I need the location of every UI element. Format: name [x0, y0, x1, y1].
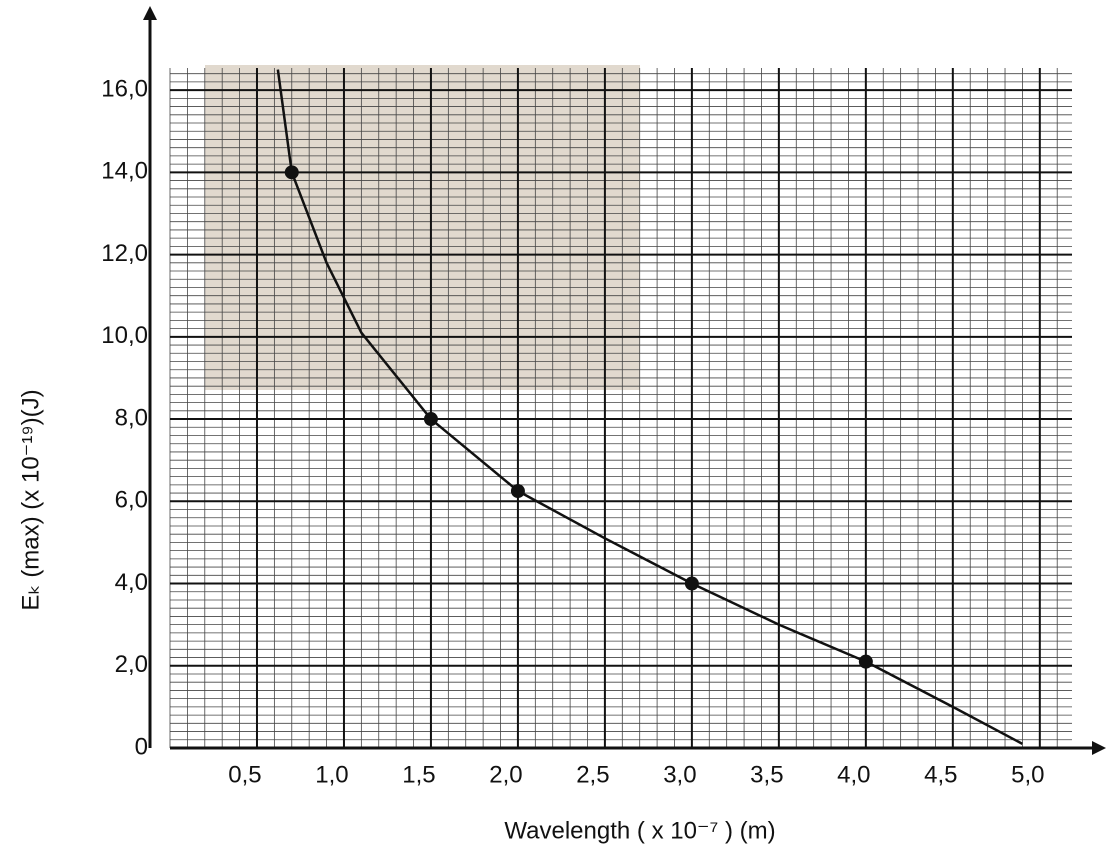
watermark-photo: [205, 65, 640, 390]
y-tick-label: 10,0: [101, 322, 148, 349]
x-tick-label: 1,0: [315, 761, 348, 788]
y-axis-label: Eₖ (max) (x 10⁻¹⁹)(J): [17, 389, 44, 610]
data-point: [284, 165, 299, 180]
y-tick-label: 2,0: [115, 651, 148, 678]
y-tick-label: 4,0: [115, 569, 148, 596]
y-tick-label: 14,0: [101, 158, 148, 185]
x-tick-label: 3,5: [750, 761, 783, 788]
grid: [169, 68, 1072, 749]
data-point: [423, 412, 438, 427]
x-tick-label: 0,5: [228, 761, 261, 788]
x-tick-label: 1,5: [402, 761, 435, 788]
fitted-curve: [276, 69, 1024, 745]
x-tick-label: 3,0: [663, 761, 696, 788]
x-tick-label: 4,0: [837, 761, 870, 788]
x-tick-label: 2,5: [576, 761, 609, 788]
y-tick-label: 8,0: [115, 404, 148, 431]
data-point: [858, 654, 873, 669]
x-tick-label: 2,0: [489, 761, 522, 788]
y-tick-label: 16,0: [101, 75, 148, 102]
x-axis-arrow: [1092, 741, 1106, 755]
x-axis-label: Wavelength ( x 10⁻⁷ ) (m): [504, 817, 775, 844]
data-point: [684, 576, 699, 591]
data-point: [510, 484, 525, 499]
y-tick-label: 0: [135, 733, 148, 760]
y-tick-label: 6,0: [115, 487, 148, 514]
y-axis-arrow: [143, 6, 157, 20]
x-tick-label: 4,5: [924, 761, 957, 788]
y-tick-label: 12,0: [101, 240, 148, 267]
x-tick-label: 5,0: [1011, 761, 1044, 788]
